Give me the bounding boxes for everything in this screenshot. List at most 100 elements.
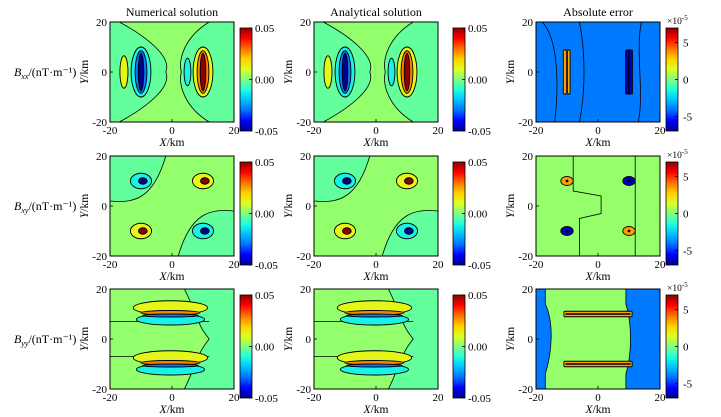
y-tick-label: -20 — [518, 117, 533, 129]
y-tick-label: -20 — [296, 117, 311, 129]
contour-field — [110, 156, 234, 256]
colorbar-tick-label: -5 — [683, 378, 693, 390]
error-feature-core — [627, 179, 631, 183]
contour-line — [314, 22, 372, 122]
contour-field — [314, 22, 438, 122]
colorbar: 0.05 0.00 -0.05 — [239, 290, 278, 405]
colorbar-tick-label: 0.05 — [468, 23, 488, 35]
x-tick-label: -20 — [529, 259, 544, 271]
row-label: Byy/(nT·m⁻¹) — [14, 332, 76, 348]
x-tick-label: 20 — [433, 259, 445, 271]
x-axis-label: X/km — [159, 271, 185, 283]
plot-panel: -20 0 20 20 0 -20 X/km Y/km — [505, 151, 666, 283]
anomaly-negative-core — [138, 177, 148, 185]
contour-field — [110, 289, 234, 389]
x-axis-label: X/km — [159, 404, 185, 416]
error-feature-core — [565, 179, 569, 183]
anomaly-negative-core — [341, 52, 349, 92]
colorbar-tick-label: 0.00 — [468, 75, 488, 87]
x-tick-label: -20 — [529, 125, 544, 137]
x-tick-label: 20 — [655, 392, 667, 404]
x-tick-label: -20 — [529, 392, 544, 404]
y-tick-label: -20 — [92, 251, 107, 263]
anomaly-positive-core — [342, 227, 352, 235]
y-tick-label: 0 — [102, 201, 108, 213]
colorbar-multiplier: ×10-5 — [667, 281, 688, 294]
y-tick-label: 20 — [96, 151, 108, 163]
error-feature-core — [565, 229, 569, 233]
y-tick-label: 0 — [528, 334, 534, 346]
contour-field — [536, 289, 660, 389]
y-tick-label: -20 — [296, 251, 311, 263]
colorbar-tick-label: 5 — [683, 305, 689, 317]
plot-panel: -20 0 20 20 0 -20 X/km Y/km — [283, 284, 444, 416]
contour-field — [536, 22, 660, 122]
plot-panel: -20 0 20 20 0 -20 X/km Y/km — [283, 151, 444, 283]
colorbar-tick-label: 0.05 — [255, 23, 275, 35]
contour-line — [110, 22, 168, 122]
x-tick-label: -20 — [103, 125, 118, 137]
contour-line — [579, 22, 585, 122]
x-tick-label: -20 — [307, 392, 322, 404]
x-axis-label: X/km — [159, 137, 185, 149]
x-tick-label: -20 — [307, 125, 322, 137]
y-tick-label: -20 — [296, 384, 311, 396]
anomaly-positive-core — [138, 227, 148, 235]
anomaly-negative-core — [404, 227, 414, 235]
y-tick-label: -20 — [92, 117, 107, 129]
colorbar-tick-label: 0.00 — [255, 75, 275, 87]
error-region — [536, 156, 602, 256]
y-axis-label: Y/km — [505, 60, 517, 84]
colorbar: 0.05 0.00 -0.05 — [239, 23, 278, 138]
y-tick-label: 20 — [300, 284, 312, 296]
y-axis-label: Y/km — [505, 327, 517, 351]
colorbar-tick-label: 0.00 — [255, 342, 275, 354]
x-tick-label: 20 — [229, 392, 241, 404]
colorbar-tick-label: 0.05 — [468, 290, 488, 302]
colorbar: 5 0 -5 ×10-5 — [665, 148, 693, 266]
anomaly-positive-core — [404, 177, 414, 185]
y-axis-label: Y/km — [79, 194, 91, 218]
contour-field — [536, 156, 660, 256]
contour-field — [110, 22, 234, 122]
plot-panel: -20 0 20 20 0 -20 X/km Y/km — [505, 284, 666, 416]
y-tick-label: -20 — [518, 384, 533, 396]
y-axis-label: Y/km — [79, 60, 91, 84]
colorbar-tick-label: 0.00 — [468, 209, 488, 221]
colorbar: 0.05 0.00 -0.05 — [452, 23, 491, 138]
y-tick-label: 0 — [306, 201, 312, 213]
colorbar-tick-label: -5 — [683, 245, 693, 257]
anomaly-flank-positive — [119, 55, 129, 89]
contour-field — [314, 289, 438, 389]
y-tick-label: 20 — [300, 151, 312, 163]
colorbar-tick-label: -5 — [683, 111, 693, 123]
x-tick-label: 0 — [169, 259, 175, 271]
plot-panel: -20 0 20 20 0 -20 X/km Y/km — [283, 17, 444, 149]
y-tick-label: 20 — [522, 151, 534, 163]
y-tick-label: 0 — [528, 201, 534, 213]
y-axis-label: Y/km — [79, 327, 91, 351]
colorbar: 0.05 0.00 -0.05 — [452, 290, 491, 405]
colorbar-tick-label: -0.05 — [255, 260, 278, 272]
anomaly-negative-core — [142, 313, 199, 318]
x-axis-label: X/km — [585, 137, 611, 149]
colorbar-tick-label: -0.05 — [468, 126, 491, 138]
colorbar-tick-label: -0.05 — [255, 126, 278, 138]
colorbar-tick-label: 5 — [683, 38, 689, 50]
x-axis-label: X/km — [363, 404, 389, 416]
colorbar-tick-label: -0.05 — [468, 393, 491, 405]
anomaly-positive-core — [199, 52, 207, 92]
anomaly-positive-core — [403, 52, 411, 92]
anomaly-flank-positive — [323, 55, 333, 89]
colorbar: 0.05 0.00 -0.05 — [452, 157, 491, 272]
y-tick-label: 0 — [306, 334, 312, 346]
x-axis-label: X/km — [585, 404, 611, 416]
colorbar-tick-label: 0.00 — [255, 209, 275, 221]
y-axis-label: Y/km — [283, 60, 295, 84]
anomaly-negative-core — [137, 52, 145, 92]
y-tick-label: 20 — [300, 17, 312, 29]
colorbar-tick-label: 0.05 — [255, 157, 275, 169]
x-tick-label: -20 — [103, 392, 118, 404]
plot-panel: -20 0 20 20 0 -20 X/km Y/km — [505, 17, 666, 149]
colorbar-tick-label: 0 — [683, 342, 689, 354]
